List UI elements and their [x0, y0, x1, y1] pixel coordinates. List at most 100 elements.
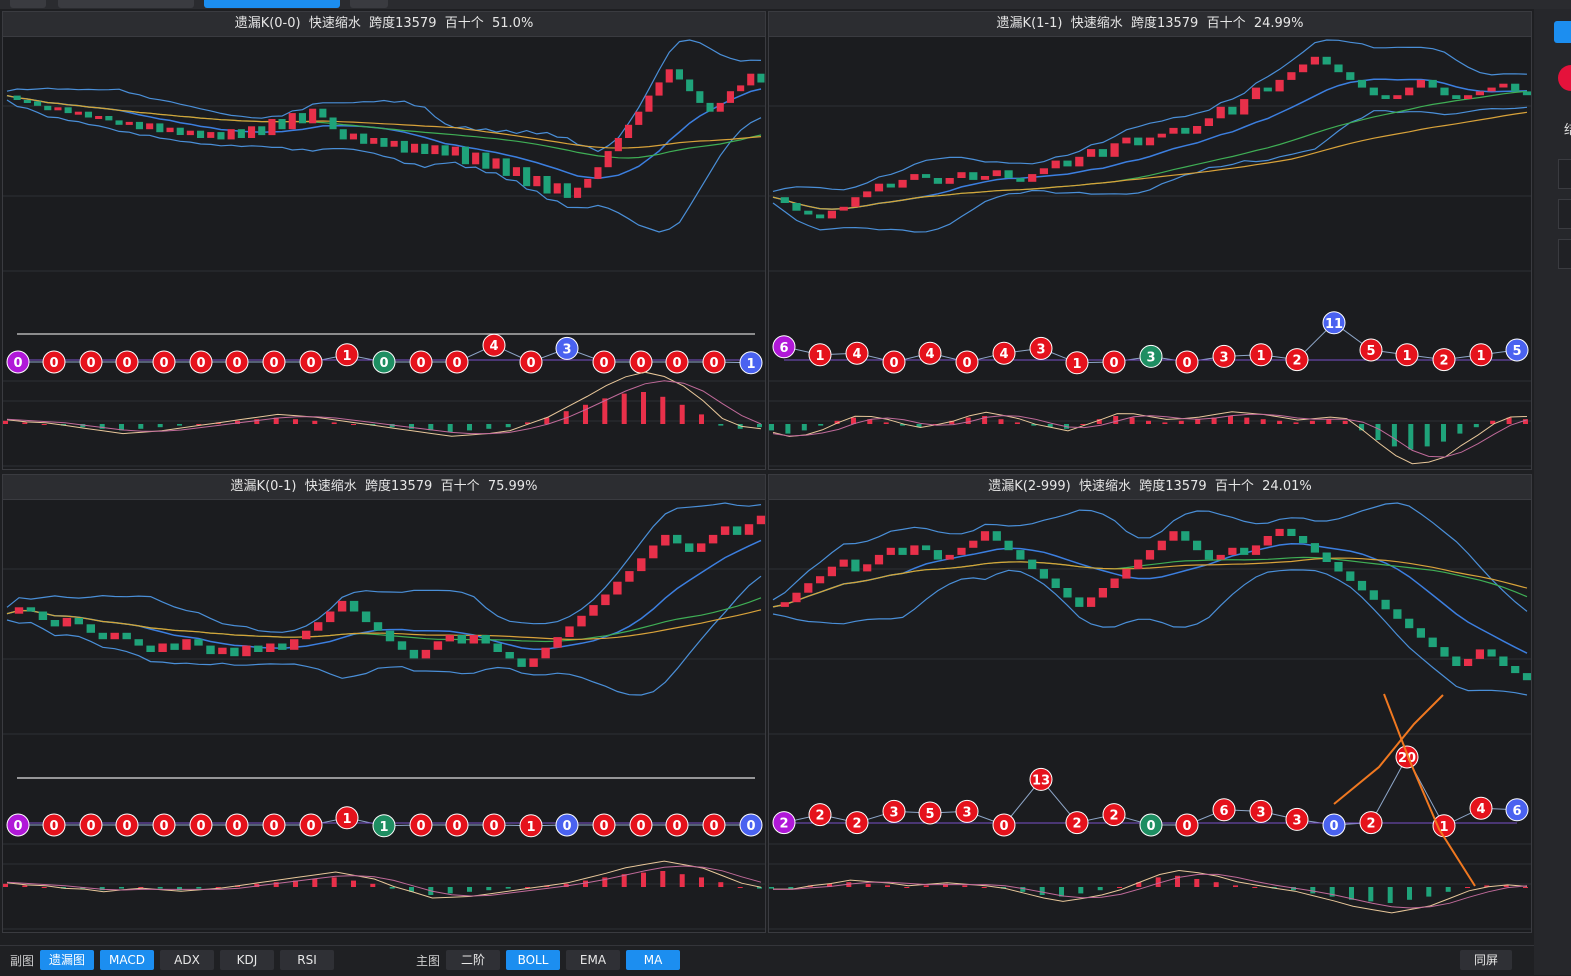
- miss-value: 3: [1256, 805, 1265, 820]
- sub-button-rsi[interactable]: RSI: [280, 950, 334, 970]
- macd-bar: [1080, 424, 1086, 425]
- macd-bar: [1252, 887, 1258, 888]
- macd-dif-line: [773, 869, 1528, 914]
- candle: [910, 545, 919, 555]
- macd-bar: [737, 424, 743, 429]
- candle: [839, 559, 848, 567]
- miss-badge: [115, 350, 139, 374]
- candle: [1369, 590, 1378, 600]
- candle: [349, 133, 357, 140]
- candle: [1169, 531, 1178, 541]
- candle: [1216, 106, 1225, 119]
- macd-bar: [99, 887, 105, 891]
- side-blue-button[interactable]: [1554, 21, 1571, 43]
- ma-line: [6, 597, 762, 643]
- side-box[interactable]: [1558, 199, 1571, 229]
- candle: [1087, 149, 1096, 157]
- candle: [945, 178, 954, 184]
- macd-bar: [1014, 422, 1020, 424]
- tab-home[interactable]: [10, 0, 46, 8]
- tab-chart-1[interactable]: [58, 0, 194, 8]
- miss-badge: [152, 813, 176, 837]
- candle: [329, 117, 337, 130]
- macd-bar: [1326, 419, 1332, 424]
- candle: [502, 158, 510, 176]
- candle: [1405, 618, 1414, 629]
- main-button-ma[interactable]: MA: [626, 950, 680, 970]
- candle: [957, 172, 966, 178]
- candle: [64, 107, 72, 114]
- candle: [1193, 126, 1202, 134]
- candle: [1204, 550, 1213, 560]
- miss-badge: [1469, 343, 1493, 367]
- candle: [158, 643, 167, 652]
- chart-panel-1-1: 遗漏K(1-1) 快速缩水 跨度13579 百十个 24.99% 6 1 4 0 4 0 4…: [768, 11, 1532, 470]
- tab-add[interactable]: [350, 0, 388, 8]
- candle: [757, 73, 765, 83]
- side-box[interactable]: [1558, 159, 1571, 189]
- candle: [1122, 569, 1131, 579]
- candle: [397, 641, 407, 650]
- miss-badge: [808, 343, 832, 367]
- sub-button-kdj[interactable]: KDJ: [220, 950, 274, 970]
- macd-bar: [273, 417, 279, 424]
- miss-badge: [555, 813, 579, 837]
- candle: [969, 172, 978, 180]
- candle: [258, 126, 266, 136]
- macd-bar: [544, 417, 550, 424]
- candle: [298, 113, 306, 124]
- candle: [1428, 637, 1437, 648]
- candle: [433, 641, 443, 650]
- candle: [156, 123, 164, 133]
- candle: [635, 111, 643, 125]
- sub-button-miss-chart[interactable]: 遗漏图: [40, 950, 94, 970]
- macd-bar: [22, 422, 28, 424]
- sub-button-adx[interactable]: ADX: [160, 950, 214, 970]
- candle: [1299, 536, 1308, 544]
- candle: [1381, 95, 1390, 99]
- candle: [980, 531, 990, 541]
- main-button-ema[interactable]: EMA: [566, 950, 620, 970]
- candle: [176, 127, 184, 135]
- macd-bar: [900, 424, 906, 426]
- candle: [1263, 87, 1272, 92]
- miss-badge: [845, 341, 869, 365]
- candle: [13, 95, 21, 100]
- panel-chart-svg[interactable]: 6 1 4 0 4 0 4 3 1 0 3 0 3 1 2 11 5 1 2 1 5: [769, 36, 1532, 470]
- same-screen-button[interactable]: 同屏: [1460, 950, 1512, 970]
- record-icon[interactable]: [1558, 65, 1571, 91]
- main-button-second-order[interactable]: 二阶: [446, 950, 500, 970]
- candle: [1357, 580, 1367, 591]
- main-button-boll[interactable]: BOLL: [506, 950, 560, 970]
- candle: [268, 119, 276, 136]
- candle: [309, 108, 317, 124]
- candle: [563, 183, 571, 198]
- miss-value: 0: [562, 819, 571, 834]
- miss-badge: [882, 799, 906, 823]
- candle: [816, 576, 825, 584]
- candle: [625, 571, 634, 582]
- macd-bar: [467, 887, 472, 892]
- miss-badge: [772, 335, 796, 359]
- macd-bar: [1490, 420, 1496, 424]
- candle: [44, 105, 52, 111]
- macd-bar: [505, 887, 511, 889]
- candle: [697, 543, 706, 552]
- sub-button-macd[interactable]: MACD: [100, 950, 154, 970]
- miss-value: 1: [342, 812, 351, 827]
- candle: [533, 176, 541, 187]
- miss-badge: [262, 813, 286, 837]
- miss-value: 0: [889, 356, 898, 371]
- miss-badge: [42, 813, 66, 837]
- candle: [227, 129, 235, 140]
- panel-chart-svg[interactable]: 0 0 0 0 0 0 0 0 0 1 0 0 0 4 0 3 0 0 0 0 1: [3, 36, 766, 470]
- candle: [1181, 531, 1190, 541]
- tab-chart-2-active[interactable]: [204, 0, 340, 8]
- macd-bar: [1277, 420, 1283, 424]
- panel-chart-svg[interactable]: 0 0 0 0 0 0 0 0 0 1 1 0 0 0 1 0 0 0 0 0 0: [3, 499, 766, 933]
- miss-badge: [592, 813, 616, 837]
- candle: [1098, 149, 1107, 157]
- side-box[interactable]: [1558, 239, 1571, 269]
- macd-bar: [1342, 420, 1348, 424]
